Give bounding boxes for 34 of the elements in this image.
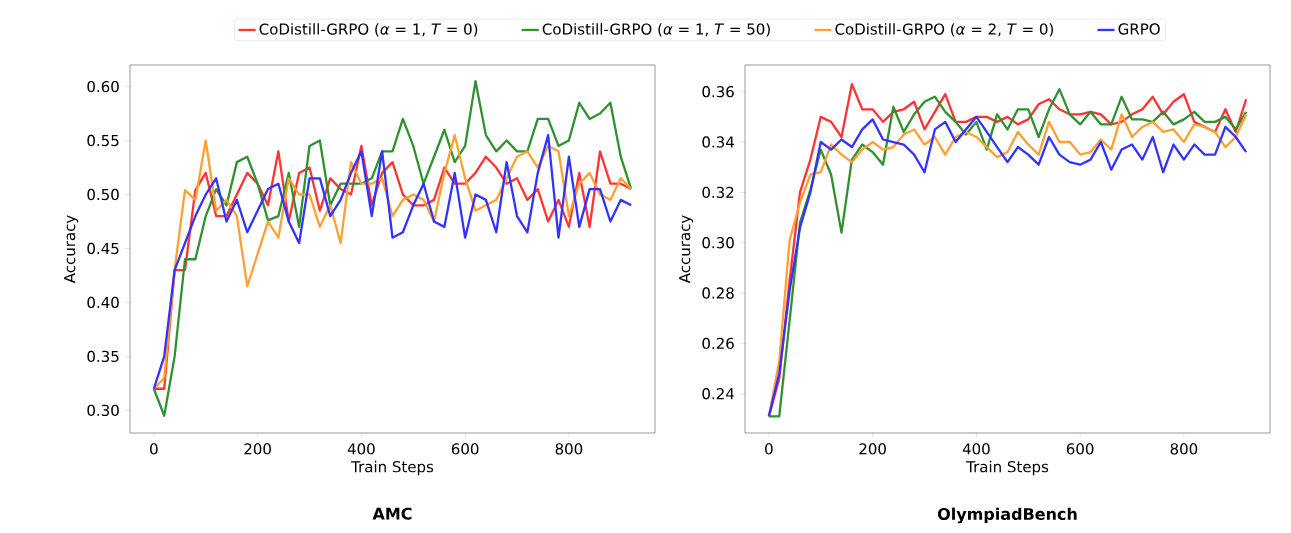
x-tick-label: 600: [1066, 443, 1094, 455]
y-tick-label: 0.26: [702, 337, 734, 350]
y-axis-title: Accuracy: [679, 215, 694, 284]
y-tick-label: 0.50: [87, 188, 119, 201]
y-tick-label: 0.24: [702, 388, 734, 400]
x-axis-title: Train Steps: [351, 460, 434, 476]
y-tick-label: 0.40: [87, 296, 119, 309]
x-axis-title: Train Steps: [966, 460, 1049, 476]
x-tick-label: 400: [347, 443, 375, 455]
y-tick-label: 0.60: [87, 80, 119, 93]
x-tick-label: 200: [859, 443, 886, 455]
legend-label: CoDistill-GRPO (α = 2, T = 0): [835, 23, 1054, 37]
y-axis-title: Accuracy: [64, 215, 79, 284]
y-tick-label: 0.28: [702, 287, 734, 299]
y-tick-label: 0.30: [702, 237, 734, 249]
x-tick-label: 800: [555, 443, 583, 455]
y-tick-label: 0.55: [87, 134, 119, 147]
x-tick-label: 400: [962, 443, 990, 455]
y-tick-label: 0.30: [87, 404, 119, 417]
legend-label: CoDistill-GRPO (α = 1, T = 50): [542, 23, 770, 37]
text: AMC: [372, 507, 412, 520]
x-tick-label: 0: [150, 443, 158, 455]
y-tick-label: 0.45: [87, 242, 119, 255]
x-tick-label: 600: [451, 443, 479, 455]
x-tick-label: 200: [244, 443, 271, 455]
y-tick-label: 0.35: [87, 350, 119, 363]
x-tick-label: 800: [1170, 443, 1198, 455]
text: OlympiadBench: [937, 507, 1077, 524]
y-tick-label: 0.32: [702, 186, 734, 199]
x-tick-label: 0: [765, 443, 773, 455]
y-tick-label: 0.34: [702, 136, 734, 148]
legend-label: CoDistill-GRPO (α = 1, T = 0): [259, 23, 478, 37]
legend-label: GRPO: [1118, 23, 1160, 35]
y-tick-label: 0.36: [702, 86, 734, 98]
